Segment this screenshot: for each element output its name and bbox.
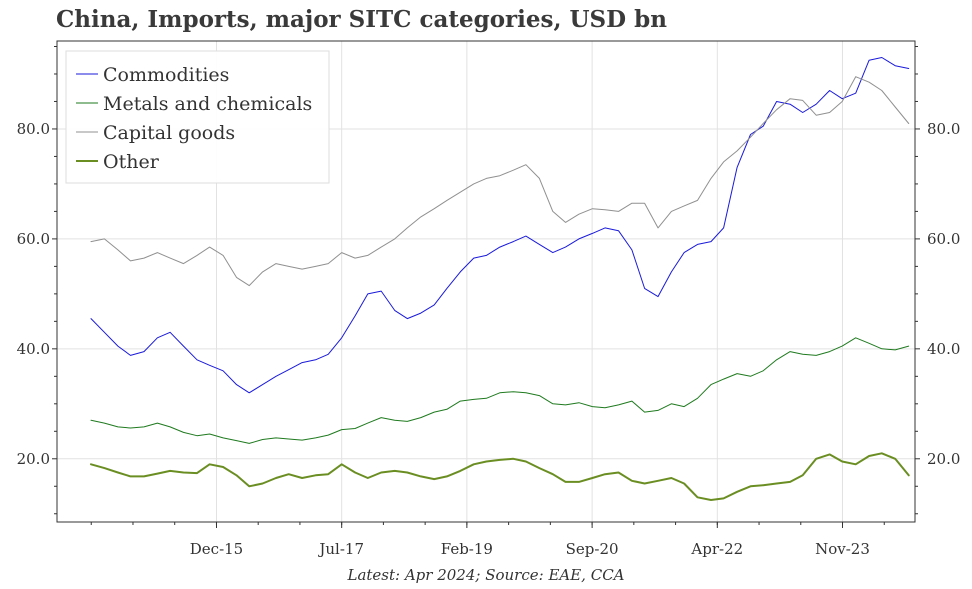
x-tick-label: Sep-20 [566, 540, 619, 558]
series-lines [90, 57, 910, 501]
y-tick-label-right: 20.0 [927, 450, 960, 468]
x-tick-label: Dec-15 [190, 540, 243, 558]
series-line [90, 76, 910, 287]
x-tick-label: Jul-17 [317, 540, 364, 558]
plot-frame [56, 40, 916, 523]
chart-footer: Latest: Apr 2024; Source: EAE, CCA [347, 566, 625, 584]
legend-label: Other [103, 151, 160, 173]
x-tick-label: Apr-22 [690, 540, 743, 558]
legend-label: Commodities [103, 64, 229, 86]
x-tick-label: Feb-19 [441, 540, 493, 558]
y-tick-label-left: 20.0 [17, 450, 50, 468]
legend-label: Metals and chemicals [103, 93, 312, 115]
y-tick-label-right: 60.0 [927, 230, 960, 248]
y-tick-label-left: 80.0 [17, 120, 50, 138]
y-tick-label-right: 80.0 [927, 120, 960, 138]
y-tick-label-right: 40.0 [927, 340, 960, 358]
x-tick-label: Nov-23 [815, 540, 870, 558]
axes: 20.0 20.0 40.0 40.0 60.0 60.0 80.0 80.0 Dec-15 Ju… [17, 45, 960, 558]
legend-label: Capital goods [103, 122, 235, 144]
chart-title: China, Imports, major SITC categories, U… [56, 6, 667, 33]
series-line [90, 57, 910, 394]
legend-box [65, 50, 330, 184]
series-line [90, 337, 910, 444]
y-tick-label-left: 40.0 [17, 340, 50, 358]
legend: Commodities Metals and chemicals Capital g… [65, 50, 330, 184]
series-line [90, 452, 910, 501]
y-tick-label-left: 60.0 [17, 230, 50, 248]
